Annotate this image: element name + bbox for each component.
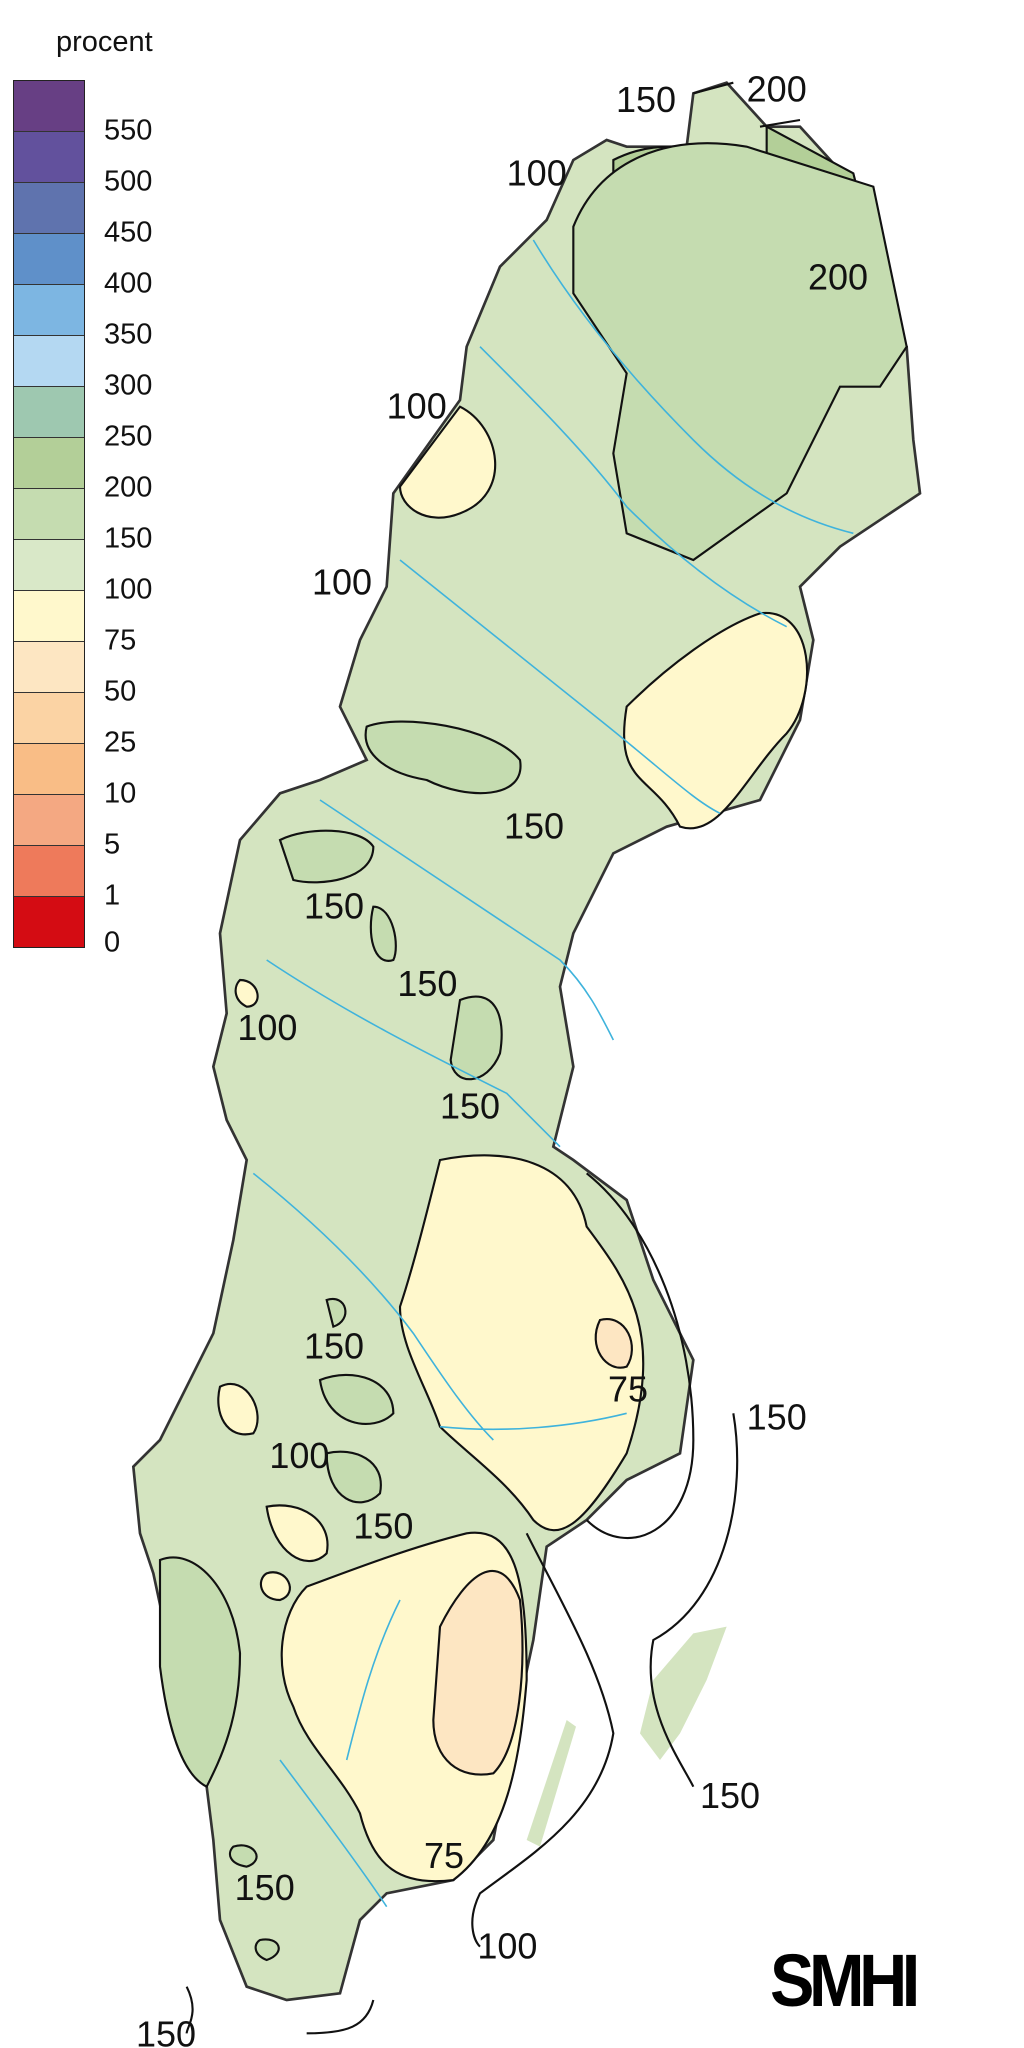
anomaly-region — [622, 612, 809, 830]
legend-swatch — [14, 591, 84, 642]
legend-swatch — [14, 795, 84, 846]
legend-tick-label: 350 — [104, 318, 153, 351]
contour-label: 150 — [304, 886, 364, 927]
anomaly-region — [254, 1938, 280, 1962]
legend-tick-label: 1 — [104, 879, 121, 912]
legend-swatch — [14, 540, 84, 591]
contour-label: 200 — [808, 256, 868, 297]
legend-swatch — [14, 846, 84, 897]
legend-tick-label: 0 — [104, 926, 121, 959]
contour-label: 150 — [616, 79, 676, 120]
legend-tick-label: 150 — [104, 522, 153, 555]
legend-tick-label: 550 — [104, 114, 153, 147]
anomaly-region — [234, 978, 259, 1008]
contour-label: 100 — [269, 1435, 329, 1476]
contour-label: 100 — [507, 152, 567, 193]
legend-swatch — [14, 285, 84, 336]
legend-tick-label: 500 — [104, 165, 153, 198]
oland — [526, 1720, 576, 1847]
legend-swatch — [14, 234, 84, 285]
anomaly-region — [449, 995, 503, 1081]
anomaly-region — [369, 905, 397, 962]
contour-label: 75 — [424, 1835, 464, 1876]
legend-tick-label: 10 — [104, 777, 137, 810]
contour-label: 200 — [747, 68, 807, 109]
contour-label: 150 — [136, 2014, 196, 2048]
contour-label: 150 — [353, 1506, 413, 1547]
legend-title: procent — [56, 26, 153, 58]
anomaly-region — [364, 720, 522, 795]
anomaly-regions — [158, 124, 908, 1962]
anomaly-region — [158, 1556, 242, 1789]
anomaly-region — [398, 405, 497, 519]
anomaly-region — [325, 1450, 382, 1504]
legend-tick-label: 50 — [104, 675, 137, 708]
legend-tick-label: 100 — [104, 573, 153, 606]
legend-swatch — [14, 744, 84, 795]
smhi-logo: SMHI — [770, 1939, 920, 2022]
contour-label: 75 — [608, 1368, 648, 1409]
legend-swatch — [14, 183, 84, 234]
contour-label: 150 — [747, 1396, 807, 1437]
legend-swatch — [14, 642, 84, 693]
legend-swatch — [14, 81, 84, 132]
contour-label: 150 — [700, 1775, 760, 1816]
anomaly-region — [278, 829, 375, 884]
contour-label: 100 — [312, 562, 372, 603]
anomaly-region — [217, 1383, 259, 1436]
color-legend — [13, 80, 85, 948]
anomaly-region — [228, 1844, 258, 1868]
contour-label: 150 — [397, 963, 457, 1004]
legend-tick-label: 200 — [104, 471, 153, 504]
legend-tick-label: 300 — [104, 369, 153, 402]
anomaly-region — [398, 1154, 645, 1532]
anomaly-region — [594, 1318, 633, 1369]
contour-label: 100 — [237, 1007, 297, 1048]
contour-label: 150 — [440, 1086, 500, 1127]
legend-swatch — [14, 693, 84, 744]
rivers — [252, 239, 854, 1908]
anomaly-region — [265, 1504, 329, 1563]
legend-swatch — [14, 438, 84, 489]
legend-swatch — [14, 489, 84, 540]
contour-label: 100 — [477, 1926, 537, 1967]
legend-tick-label: 250 — [104, 420, 153, 453]
legend-tick-label: 400 — [104, 267, 153, 300]
anomaly-region — [572, 142, 908, 562]
legend-tick-label: 450 — [104, 216, 153, 249]
legend-tick-label: 75 — [104, 624, 137, 657]
contour-label: 150 — [504, 806, 564, 847]
anomaly-region — [259, 1571, 291, 1602]
legend-swatch — [14, 387, 84, 438]
contour-label: 150 — [304, 1326, 364, 1367]
contour-label: 100 — [387, 386, 447, 427]
contour-labels: 150 200 100 200 100 100 150 150 150 100 150 150 75 15… — [136, 68, 868, 2048]
legend-swatch — [14, 132, 84, 183]
legend-tick-label: 25 — [104, 726, 137, 759]
contour-label: 150 — [235, 1867, 295, 1908]
legend-swatch — [14, 897, 84, 947]
contour-lines — [185, 81, 801, 2035]
anomaly-region — [432, 1569, 524, 1776]
legend-swatch — [14, 336, 84, 387]
anomaly-region — [325, 1297, 347, 1329]
anomaly-region — [318, 1373, 395, 1426]
sweden-outline — [131, 81, 922, 2002]
legend-tick-label: 5 — [104, 828, 121, 861]
